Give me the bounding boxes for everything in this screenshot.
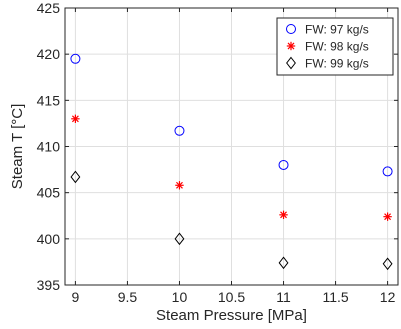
data-point	[175, 181, 184, 190]
legend-item: FW: 98 kg/s	[286, 40, 369, 54]
data-point	[278, 159, 289, 170]
data-point	[70, 170, 81, 184]
data-point	[382, 257, 393, 271]
legend-item: FW: 99 kg/s	[286, 56, 369, 71]
y-tick-label: 400	[37, 231, 61, 247]
x-tick-label: 9	[72, 289, 80, 305]
data-point	[279, 210, 288, 220]
y-axis-title: Steam T [°C]	[9, 104, 26, 189]
x-axis-title: Steam Pressure [MPa]	[156, 307, 307, 324]
legend-marker	[286, 24, 296, 34]
x-tick-label: 10	[172, 289, 188, 305]
data-point	[278, 256, 289, 270]
data-point	[71, 114, 80, 123]
x-tick-label: 12	[380, 289, 396, 305]
y-tick-labels: 395 400 405 410 415 420 425	[37, 0, 61, 293]
data-point	[383, 212, 392, 221]
data-points	[70, 53, 393, 271]
data-point	[174, 232, 185, 246]
legend-marker	[286, 56, 296, 70]
legend-box	[276, 17, 394, 76]
data-point	[174, 125, 185, 136]
legend-label: FW: 99 kg/s	[305, 57, 369, 71]
data-point	[382, 166, 393, 177]
legend-marker	[286, 41, 296, 51]
legend-label: FW: 97 kg/s	[305, 23, 369, 37]
x-tick-label: 11.5	[322, 289, 348, 305]
y-tick-label: 415	[37, 92, 61, 108]
legend-item: FW: 97 kg/s	[286, 23, 369, 37]
legend: FW: 97 kg/s FW: 98 kg/s FW: 99 kg/s	[276, 17, 394, 76]
y-tick-label: 420	[37, 46, 61, 62]
y-tick-label: 405	[37, 185, 61, 201]
y-tick-label: 395	[37, 277, 61, 293]
tick-marks	[65, 7, 398, 286]
y-tick-label: 410	[37, 139, 61, 155]
data-point	[70, 53, 81, 64]
x-tick-label: 10.5	[218, 289, 245, 305]
series-2	[71, 114, 392, 221]
y-tick-label: 425	[37, 0, 61, 16]
series-1	[70, 53, 393, 177]
series-3	[70, 170, 393, 271]
x-tick-label: 9.5	[118, 289, 138, 305]
legend-label: FW: 98 kg/s	[305, 40, 369, 54]
x-tick-labels: 9 9.5 10 10.5 11 11.5 12	[72, 289, 396, 305]
x-tick-label: 11	[276, 289, 291, 305]
